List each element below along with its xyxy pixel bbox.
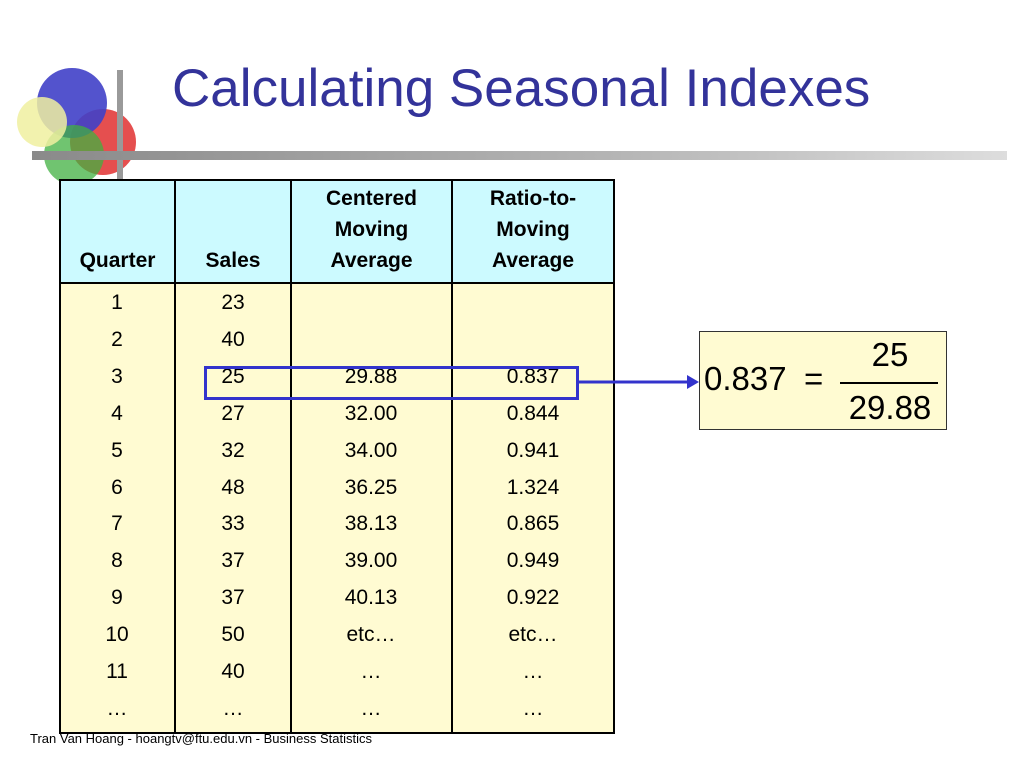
table-cell: 29.88 [344, 364, 398, 388]
table-cell: 40 [221, 327, 245, 351]
table-cell: 38.13 [344, 512, 398, 536]
table-cell: 37 [221, 549, 245, 573]
table-cell: 33 [221, 512, 245, 536]
arrow-right-icon [579, 375, 699, 389]
table-cell: … [522, 660, 544, 683]
highlighted-row-box [204, 366, 579, 400]
table-cell: 10 [105, 623, 129, 647]
table-cell: 39.00 [344, 549, 398, 573]
table-cell: … [222, 696, 244, 720]
table-cell: 50 [221, 623, 245, 647]
table-cell: 11 [106, 660, 128, 683]
fraction-bar [840, 382, 938, 384]
table-cell: etc… [508, 623, 558, 647]
table-cell: 37 [221, 586, 245, 610]
table-cell: 0.941 [506, 438, 560, 462]
overlapping-circles-logo [17, 68, 136, 185]
table-cell: 32 [221, 438, 245, 462]
table-cell: 34.00 [344, 438, 398, 462]
formula-result: 0.837 [704, 360, 787, 397]
ratio-formula-box: 0.837 = 25 29.88 [699, 331, 947, 430]
header-ratio-to-moving-average: Ratio-to- Moving Average [489, 187, 577, 272]
title-vertical-rule [117, 70, 123, 182]
table-cell: 32.00 [344, 401, 398, 425]
table-cell: 36.25 [344, 475, 398, 499]
formula-denominator: 29.88 [848, 389, 932, 426]
table-cell: … [106, 696, 128, 720]
table-cell: … [522, 696, 544, 720]
table-cell: 23 [221, 291, 245, 314]
table-cell: 40.13 [344, 586, 398, 610]
table-header-row [61, 181, 613, 284]
slide-footer: Tran Van Hoang - hoangtv@ftu.edu.vn - Bu… [30, 731, 372, 746]
table-cell: 7 [111, 512, 123, 536]
header-quarter: Quarter [79, 249, 156, 272]
formula-numerator: 25 [871, 336, 909, 373]
table-cell: 0.922 [506, 586, 560, 610]
table-cell: 40 [221, 660, 245, 683]
table-cell: 0.837 [506, 364, 560, 388]
table-cell: 25 [221, 364, 245, 388]
title-horizontal-rule [32, 151, 1007, 160]
table-cell: 0.949 [506, 549, 560, 573]
header-sales: Sales [205, 249, 261, 272]
table-cell: … [360, 696, 382, 720]
table-cell: 3 [111, 364, 123, 388]
table-cell: 2 [111, 327, 123, 351]
table-cell: 48 [221, 475, 245, 499]
column-divider [451, 181, 453, 732]
seasonal-index-table: Quarter Sales Centered Moving Average Ra… [59, 179, 615, 734]
table-cell: 1.324 [506, 475, 560, 499]
table-cell: 5 [111, 438, 123, 462]
table-cell: 6 [111, 475, 123, 499]
table-cell: etc… [346, 623, 396, 647]
column-divider [174, 181, 176, 732]
table-cell: 0.844 [506, 401, 560, 425]
table-cell: … [360, 660, 382, 683]
table-cell: 8 [111, 549, 123, 573]
table-cell: 27 [221, 401, 245, 425]
slide-title: Calculating Seasonal Indexes [172, 59, 871, 118]
table-cell: 4 [111, 401, 123, 425]
table-cell: 9 [111, 586, 123, 610]
formula-equals: = [804, 360, 824, 397]
header-centered-moving-average: Centered Moving Average [325, 187, 418, 272]
table-cell: 0.865 [506, 512, 560, 536]
column-divider [290, 181, 292, 732]
table-cell: 1 [111, 291, 123, 314]
